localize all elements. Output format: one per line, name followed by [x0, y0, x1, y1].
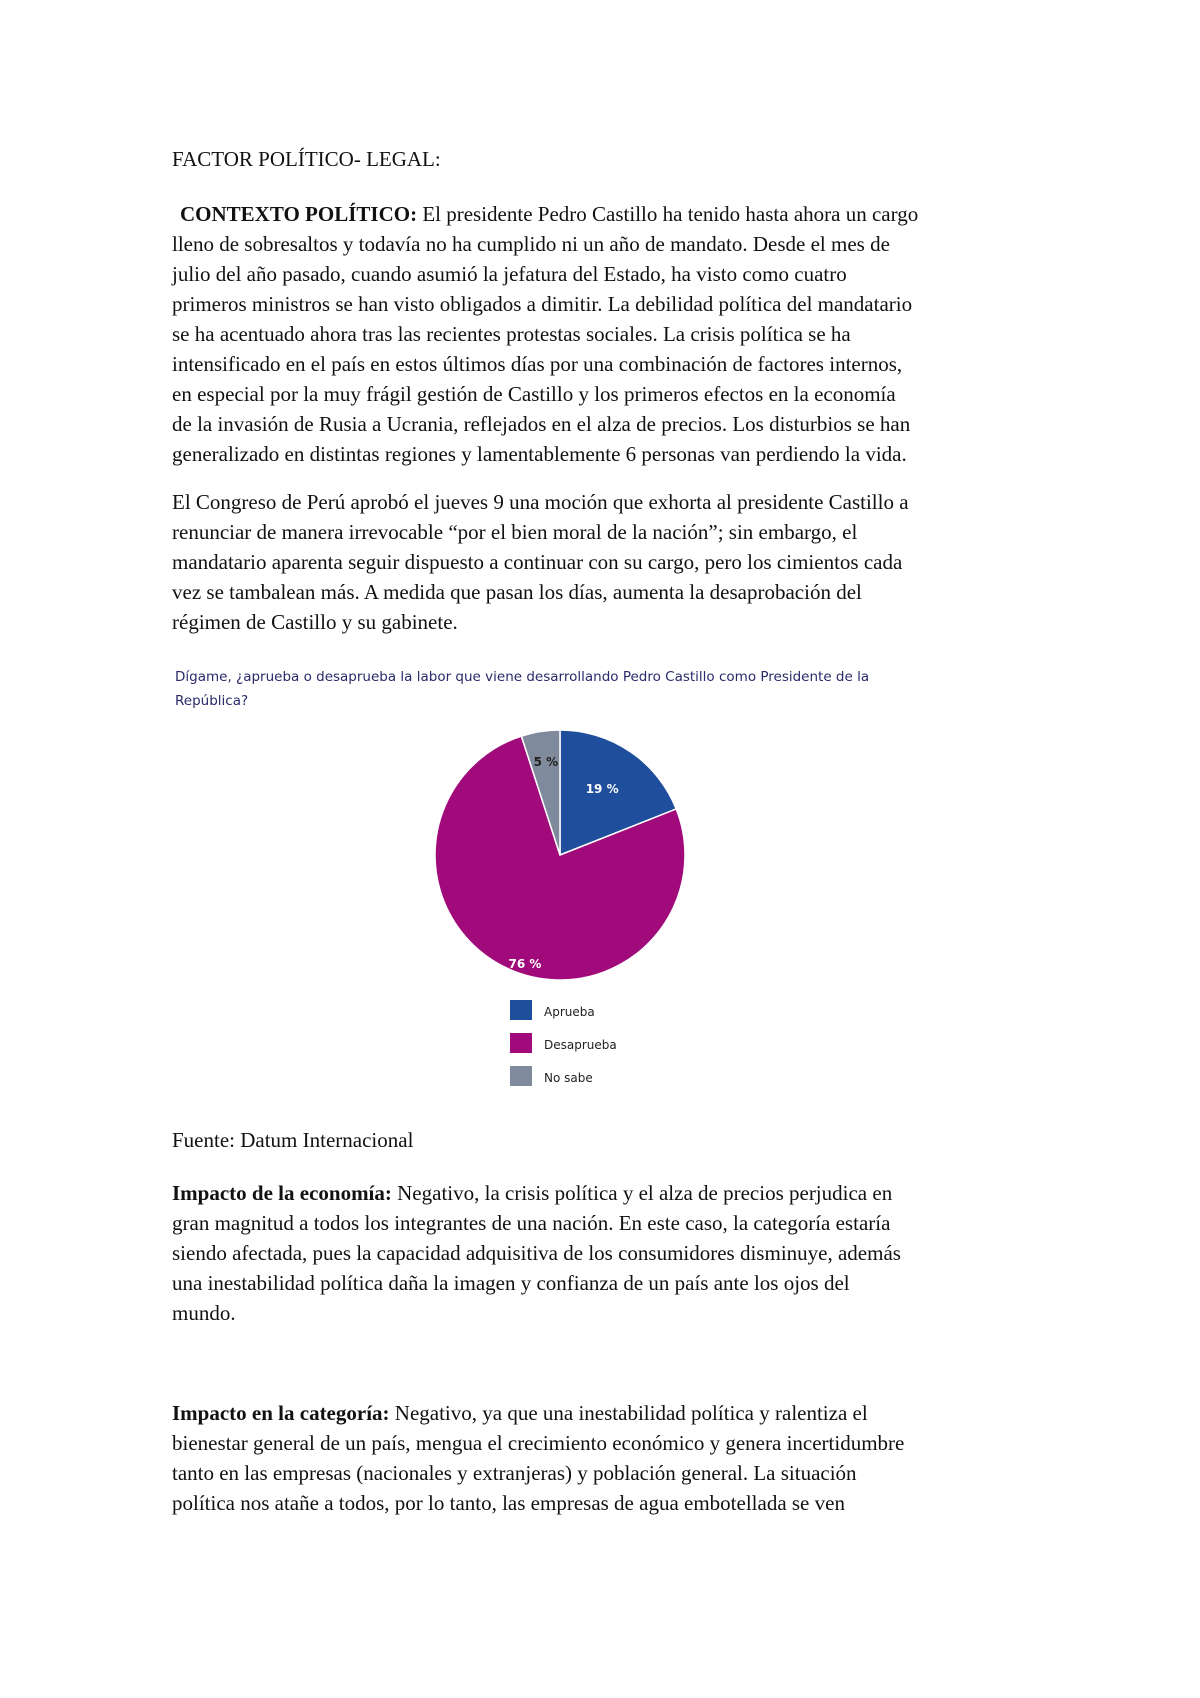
contexto-label: CONTEXTO POLÍTICO: [180, 202, 418, 226]
text-line: de la invasión de Rusia a Ucrania, refle… [172, 412, 911, 436]
pie-chart: 19 % 76 % 5 % [434, 729, 686, 981]
text-line: El Congreso de Perú aprobó el jueves 9 u… [172, 490, 909, 514]
economia-paragraph: Impacto de la economía: Negativo, la cri… [172, 1178, 1072, 1328]
pie-slice-aprueba [559, 729, 678, 857]
legend-swatch [510, 1033, 532, 1053]
categoria-label: Impacto en la categoría: [172, 1401, 390, 1425]
text-line: mandatario aparenta seguir dispuesto a c… [172, 550, 903, 574]
section-heading: FACTOR POLÍTICO- LEGAL: [172, 144, 1072, 174]
congreso-paragraph: El Congreso de Perú aprobó el jueves 9 u… [172, 487, 1072, 637]
text-line: lleno de sobresaltos y todavía no ha cum… [172, 232, 890, 256]
text-line: tanto en las empresas (nacionales y extr… [172, 1461, 857, 1485]
fuente-text: Fuente: Datum Internacional [172, 1128, 414, 1152]
pie-data-label: 19 % [586, 782, 619, 796]
chart-title: Dígame, ¿aprueba o desaprueba la labor q… [175, 669, 870, 709]
text-line: El presidente Pedro Castillo ha tenido h… [417, 202, 919, 226]
text-line: bienestar general de un país, mengua el … [172, 1431, 905, 1455]
legend-label: Aprueba [544, 1005, 595, 1019]
text-line: vez se tambalean más. A medida que pasan… [172, 580, 862, 604]
text-line: mundo. [172, 1301, 236, 1325]
economia-label: Impacto de la economía: [172, 1181, 392, 1205]
pie-data-label: 5 % [534, 755, 559, 769]
legend-swatch [510, 1000, 532, 1020]
text-line: generalizado en distintas regiones y lam… [172, 442, 907, 466]
text-line: renunciar de manera irrevocable “por el … [172, 520, 858, 544]
text-line: una inestabilidad política daña la image… [172, 1271, 850, 1295]
legend-label: No sabe [544, 1071, 593, 1085]
text-line: gran magnitud a todos los integrantes de… [172, 1211, 891, 1235]
pie-slice-no-sabe [520, 729, 561, 856]
contexto-paragraph: CONTEXTO POLÍTICO: El presidente Pedro C… [172, 199, 1072, 469]
text-line: en especial por la muy frágil gestión de… [172, 382, 896, 406]
legend-swatch [510, 1066, 532, 1086]
text-line: julio del año pasado, cuando asumió la j… [172, 262, 847, 286]
text-line: Negativo, ya que una inestabilidad polít… [389, 1401, 868, 1425]
text-line: política nos atañe a todos, por lo tanto… [172, 1491, 845, 1515]
text-line: siendo afectada, pues la capacidad adqui… [172, 1241, 901, 1265]
pie-slice-desaprueba [434, 735, 686, 981]
text-line: primeros ministros se han visto obligado… [172, 292, 913, 316]
text-line: Negativo, la crisis política y el alza d… [391, 1181, 893, 1205]
pie-data-label: 76 % [509, 957, 542, 971]
categoria-paragraph: Impacto en la categoría: Negativo, ya qu… [172, 1398, 1072, 1518]
text-line: se ha acentuado ahora tras las recientes… [172, 322, 851, 346]
text-line: intensificado en el país en estos último… [172, 352, 903, 376]
text-line: régimen de Castillo y su gabinete. [172, 610, 458, 634]
heading-text: FACTOR POLÍTICO- LEGAL: [172, 147, 441, 171]
legend-label: Desaprueba [544, 1038, 617, 1052]
